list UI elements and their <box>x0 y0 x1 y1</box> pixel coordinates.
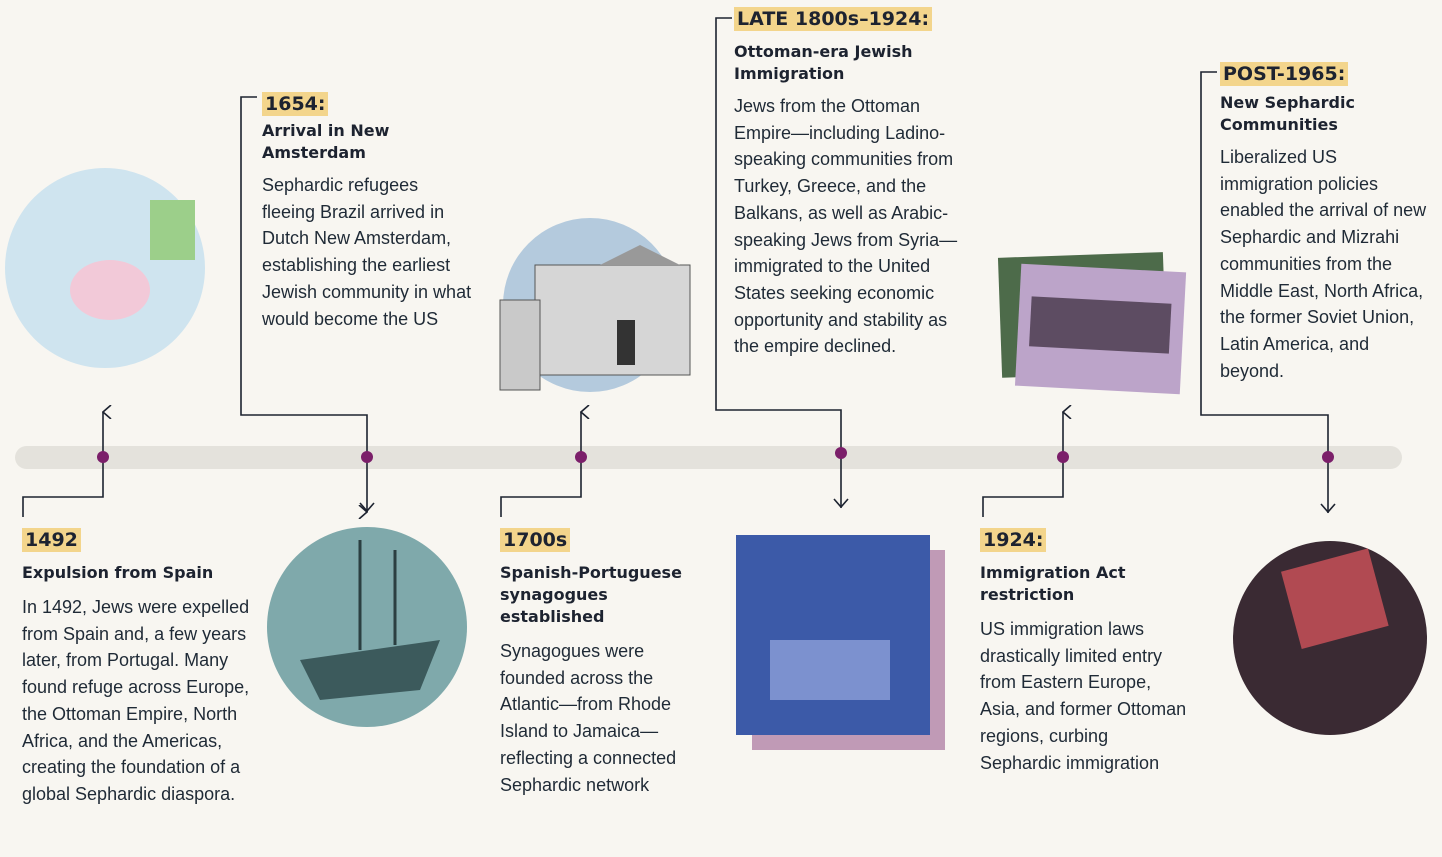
event-date: LATE 1800s–1924: <box>734 7 932 31</box>
event-body: US immigration laws drastically limited … <box>980 616 1192 776</box>
event: 1492 Expulsion from Spain In 1492, Jews … <box>22 528 250 808</box>
event-date: 1700s <box>500 528 570 552</box>
event-date: 1924: <box>980 528 1046 552</box>
event-title: Immigration Act restriction <box>980 562 1140 606</box>
event: POST-1965: New Sephardic Communities Lib… <box>1220 62 1435 384</box>
event-date: 1492 <box>22 528 81 552</box>
event-body: Sephardic refugees fleeing Brazil arrive… <box>262 172 474 332</box>
event: 1654: Arrival in New Amsterdam Sephardic… <box>262 92 474 332</box>
timeline-bar <box>15 446 1402 469</box>
event-body: Jews from the Ottoman Empire—including L… <box>734 93 974 360</box>
event: LATE 1800s–1924: Ottoman-era Jewish Immi… <box>734 7 974 360</box>
event-title: New Sephardic Communities <box>1220 92 1370 136</box>
event-body: Liberalized US immigration policies enab… <box>1220 144 1435 384</box>
page: 1492 Expulsion from Spain In 1492, Jews … <box>0 0 1442 857</box>
event-title: Arrival in New Amsterdam <box>262 120 412 164</box>
event-title: Ottoman-era Jewish Immigration <box>734 41 934 85</box>
event-body: Synagogues were founded across the Atlan… <box>500 638 695 798</box>
event: 1700s Spanish-Portuguese synagogues esta… <box>500 528 700 798</box>
event-title: Spanish-Portuguese synagogues establishe… <box>500 562 695 628</box>
ship-image <box>267 527 467 727</box>
congregation-image <box>736 535 930 735</box>
event-title: Expulsion from Spain <box>22 562 250 584</box>
event-date: 1654: <box>262 92 328 116</box>
event-date: POST-1965: <box>1220 62 1348 86</box>
event-body: In 1492, Jews were expelled from Spain a… <box>22 594 250 808</box>
event: 1924: Immigration Act restriction US imm… <box>980 528 1195 776</box>
